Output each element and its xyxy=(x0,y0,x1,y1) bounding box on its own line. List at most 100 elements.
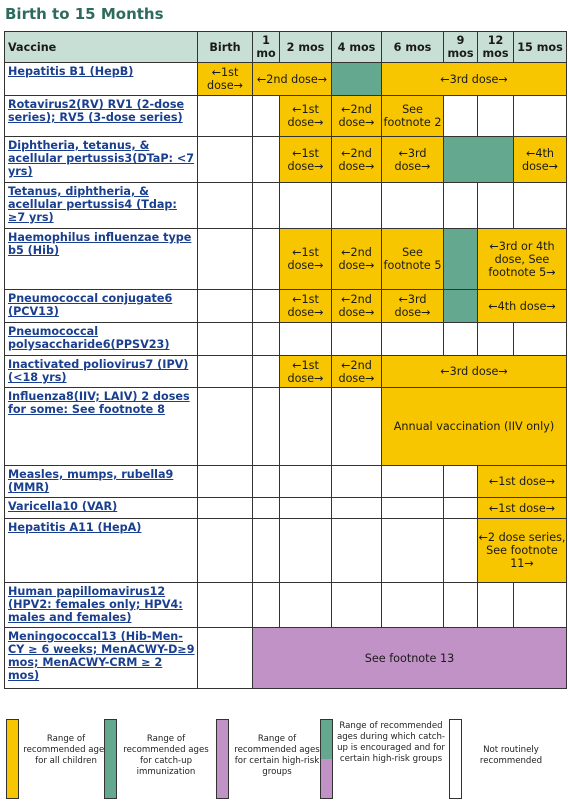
legend-swatch xyxy=(449,719,462,799)
legend-label: Range of recommended ages for all childr… xyxy=(23,734,109,766)
vaccine-link[interactable]: Influenza8(IIV; LAIV) 2 doses for some: … xyxy=(8,390,190,416)
schedule-cell: ←1st dose→ xyxy=(279,289,332,323)
schedule-cell xyxy=(381,518,444,583)
vaccine-cell: Tetanus, diphtheria, & acellular pertuss… xyxy=(4,182,198,229)
schedule-cell: ←3rd dose→ xyxy=(381,355,567,388)
legend-swatch xyxy=(216,719,229,799)
immunization-schedule-table: Vaccine Birth 1 mo 2 mos 4 mos 6 mos 9 m… xyxy=(4,31,567,689)
schedule-cell xyxy=(443,228,478,290)
vaccine-link[interactable]: Varicella10 (VAR) xyxy=(8,500,118,513)
schedule-cell: ←1st dose→ xyxy=(279,228,332,290)
vaccine-cell: Haemophilus influenzae type b5 (Hib) xyxy=(4,228,198,290)
vaccine-column-header: Vaccine xyxy=(4,31,198,63)
schedule-cell xyxy=(197,289,253,323)
schedule-cell: ←2nd dose→ xyxy=(331,136,382,183)
schedule-cell: Annual vaccination (IIV only) xyxy=(381,387,567,466)
vaccine-cell: Pneumococcal conjugate6 (PCV13) xyxy=(4,289,198,323)
schedule-cell xyxy=(513,182,567,229)
legend: Range of recommended ages for all childr… xyxy=(0,717,568,803)
vaccine-link[interactable]: Haemophilus influenzae type b5 (Hib) xyxy=(8,231,192,257)
vaccine-link[interactable]: Tetanus, diphtheria, & acellular pertuss… xyxy=(8,185,177,224)
vaccine-link[interactable]: Pneumococcal polysaccharide6(PPSV23) xyxy=(8,325,170,351)
table-row: Diphtheria, tetanus, & acellular pertuss… xyxy=(4,136,567,183)
table-row: Measles, mumps, rubella9 (MMR) ←1st dose→ xyxy=(4,465,567,498)
schedule-cell xyxy=(279,465,332,498)
schedule-cell: ←3rd dose→ xyxy=(381,62,567,96)
vaccine-cell: Hepatitis A11 (HepA) xyxy=(4,518,198,583)
vaccine-link[interactable]: Inactivated poliovirus7 (IPV)(<18 yrs) xyxy=(8,358,189,384)
vaccine-link[interactable]: Hepatitis A11 (HepA) xyxy=(8,521,142,534)
schedule-cell xyxy=(279,387,332,466)
schedule-cell: ←2 dose series, See footnote 11→ xyxy=(477,518,567,583)
schedule-cell: ←3rd dose→ xyxy=(381,289,444,323)
schedule-cell xyxy=(197,497,253,519)
vaccine-cell: Diphtheria, tetanus, & acellular pertuss… xyxy=(4,136,198,183)
schedule-cell xyxy=(279,497,332,519)
schedule-cell: ←2nd dose→ xyxy=(331,355,382,388)
schedule-cell xyxy=(279,182,332,229)
schedule-cell xyxy=(197,182,253,229)
schedule-cell xyxy=(197,136,253,183)
schedule-cell xyxy=(381,497,444,519)
age-column-header: Birth xyxy=(197,31,253,63)
schedule-cell: ←2nd dose→ xyxy=(331,95,382,137)
age-column-header: 9 mos xyxy=(443,31,478,63)
table-row: Pneumococcal polysaccharide6(PPSV23) xyxy=(4,322,567,356)
schedule-cell xyxy=(513,95,567,137)
schedule-cell xyxy=(252,582,280,628)
schedule-cell xyxy=(252,182,280,229)
table-row: Inactivated poliovirus7 (IPV)(<18 yrs) ←1… xyxy=(4,355,567,388)
vaccine-link[interactable]: Hepatitis B1 (HepB) xyxy=(8,65,134,78)
vaccine-link[interactable]: Human papillomavirus12 (HPV2: females on… xyxy=(8,585,183,624)
schedule-cell: ←2nd dose→ xyxy=(252,62,332,96)
schedule-cell xyxy=(513,322,567,356)
schedule-cell: See footnote 5 xyxy=(381,228,444,290)
schedule-cell: ←1st dose→ xyxy=(279,355,332,388)
schedule-cell xyxy=(381,465,444,498)
schedule-cell xyxy=(381,182,444,229)
legend-swatch xyxy=(6,719,19,799)
age-column-header: 1 mo xyxy=(252,31,280,63)
vaccine-cell: Meningococcal13 (Hib-Men-CY ≥ 6 weeks; M… xyxy=(4,627,198,689)
schedule-cell xyxy=(443,582,478,628)
schedule-cell xyxy=(443,518,478,583)
vaccine-link[interactable]: Pneumococcal conjugate6 (PCV13) xyxy=(8,292,173,318)
schedule-cell xyxy=(197,355,253,388)
age-column-header: 4 mos xyxy=(331,31,382,63)
schedule-cell xyxy=(381,322,444,356)
schedule-cell xyxy=(331,465,382,498)
schedule-cell xyxy=(252,497,280,519)
schedule-cell xyxy=(331,497,382,519)
vaccine-cell: Human papillomavirus12 (HPV2: females on… xyxy=(4,582,198,628)
schedule-cell: ←1st dose→ xyxy=(477,465,567,498)
legend-swatch xyxy=(104,719,117,799)
schedule-cell: ←1st dose→ xyxy=(197,62,253,96)
vaccine-link[interactable]: Meningococcal13 (Hib-Men-CY ≥ 6 weeks; M… xyxy=(8,630,195,682)
schedule-cell xyxy=(252,136,280,183)
vaccine-link[interactable]: Diphtheria, tetanus, & acellular pertuss… xyxy=(8,139,195,178)
vaccine-cell: Influenza8(IIV; LAIV) 2 doses for some: … xyxy=(4,387,198,466)
vaccine-link[interactable]: Rotavirus2(RV) RV1 (2-dose series); RV5 … xyxy=(8,98,185,124)
schedule-cell xyxy=(443,322,478,356)
schedule-cell xyxy=(252,387,280,466)
age-column-header: 6 mos xyxy=(381,31,444,63)
schedule-cell: ←3rd dose→ xyxy=(381,136,444,183)
schedule-cell: See footnote 2 xyxy=(381,95,444,137)
age-column-header: 2 mos xyxy=(279,31,332,63)
schedule-cell: ←1st dose→ xyxy=(279,136,332,183)
schedule-cell xyxy=(443,95,478,137)
schedule-cell xyxy=(477,322,514,356)
schedule-cell xyxy=(279,582,332,628)
table-row: Tetanus, diphtheria, & acellular pertuss… xyxy=(4,182,567,229)
schedule-cell: ←2nd dose→ xyxy=(331,289,382,323)
vaccine-link[interactable]: Measles, mumps, rubella9 (MMR) xyxy=(8,468,174,494)
schedule-cell xyxy=(252,355,280,388)
vaccine-cell: Hepatitis B1 (HepB) xyxy=(4,62,198,96)
legend-label: Range of recommended ages during which c… xyxy=(336,721,446,764)
table-row: Human papillomavirus12 (HPV2: females on… xyxy=(4,582,567,628)
schedule-cell xyxy=(331,582,382,628)
schedule-cell xyxy=(252,289,280,323)
schedule-cell: See footnote 13 xyxy=(252,627,567,689)
schedule-cell xyxy=(197,387,253,466)
schedule-cell xyxy=(443,497,478,519)
